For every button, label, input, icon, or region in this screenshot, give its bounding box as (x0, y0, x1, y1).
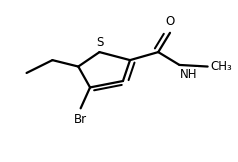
Text: S: S (96, 36, 103, 49)
Text: NH: NH (179, 68, 197, 81)
Text: Br: Br (74, 113, 87, 126)
Text: CH₃: CH₃ (210, 60, 232, 73)
Text: O: O (165, 15, 175, 28)
